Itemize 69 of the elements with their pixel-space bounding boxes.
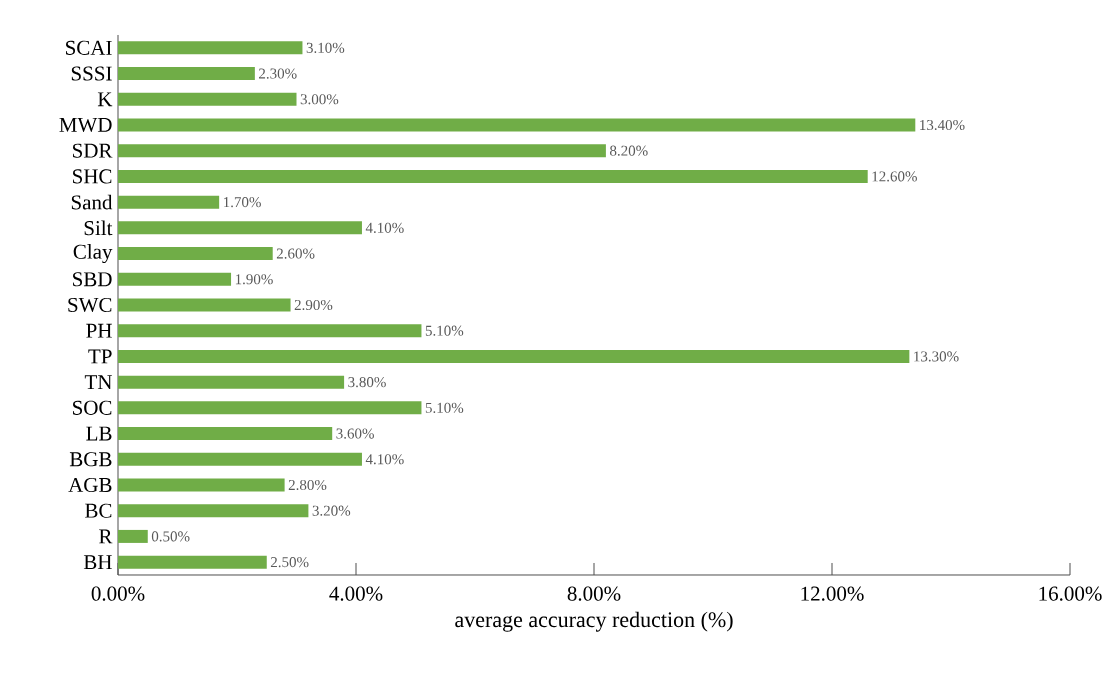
bar <box>118 247 273 261</box>
y-tick-label: BH <box>83 555 112 570</box>
data-label: 13.30% <box>914 351 959 362</box>
bar <box>118 195 220 209</box>
y-tick-label: AGB <box>68 477 112 493</box>
y-tick-label: SDR <box>73 143 113 158</box>
y-tick-label: BC <box>85 503 112 518</box>
bar <box>118 41 303 55</box>
bar <box>118 169 868 183</box>
bar <box>118 427 333 441</box>
bar <box>118 298 291 312</box>
data-label: 12.60% <box>872 171 917 182</box>
bar <box>118 67 255 81</box>
data-label: 3.80% <box>348 377 386 388</box>
x-tick-label: 4.00% <box>329 586 383 601</box>
y-tick-label: SCAI <box>66 40 112 55</box>
y-tick-label: K <box>97 92 113 107</box>
data-label: 2.60% <box>276 248 315 259</box>
data-label: 2.90% <box>294 299 333 311</box>
y-tick-label: Silt <box>84 220 113 236</box>
y-tick-label: TN <box>84 375 112 390</box>
y-tick-label: TP <box>88 349 112 364</box>
y-tick-label: Clay <box>73 244 113 264</box>
data-label: 8.20% <box>610 145 648 156</box>
y-tick-label: R <box>99 529 113 544</box>
bar <box>118 349 910 363</box>
data-label: 3.20% <box>312 505 351 516</box>
data-label: 13.40% <box>920 119 965 131</box>
x-tick-label: 0.00% <box>91 586 145 601</box>
bar <box>118 529 148 543</box>
data-label: 3.60% <box>336 428 374 439</box>
y-tick-label: Sand <box>71 194 113 210</box>
y-tick-label: SOC <box>73 400 112 415</box>
bar <box>118 478 285 492</box>
data-label: 3.10% <box>306 42 345 53</box>
x-tick-label: 12.00% <box>801 586 864 601</box>
bar <box>118 272 232 286</box>
bar <box>118 221 362 235</box>
y-tick-label: BGB <box>69 452 112 467</box>
bar <box>118 401 422 415</box>
bar <box>118 452 362 466</box>
bar <box>118 555 267 569</box>
bar <box>118 324 422 338</box>
data-label: 5.10% <box>425 402 464 413</box>
bar <box>118 375 345 389</box>
data-label: 3.00% <box>300 94 339 105</box>
y-tick-label: SBD <box>73 272 112 287</box>
y-tick-label: SWC <box>68 297 112 313</box>
data-label: 2.80% <box>288 479 327 491</box>
data-label: 4.10% <box>365 454 404 465</box>
y-tick-label: PH <box>86 323 112 338</box>
data-label: 1.70% <box>224 197 261 208</box>
bar <box>118 92 297 106</box>
data-label: 2.50% <box>270 557 309 568</box>
data-label: 0.50% <box>151 531 190 542</box>
data-label: 4.10% <box>365 222 404 233</box>
data-label: 1.90% <box>235 274 273 285</box>
y-tick-label: MWD <box>59 117 112 133</box>
y-tick-label: SHC <box>73 169 112 184</box>
data-label: 5.10% <box>425 325 464 336</box>
bar <box>118 144 606 158</box>
y-tick-label: SSSI <box>71 66 112 81</box>
x-tick-label: 16.00% <box>1039 586 1102 601</box>
y-tick-label: LB <box>86 426 112 441</box>
x-tick-label: 8.00% <box>567 586 621 601</box>
bar <box>118 504 309 518</box>
bar <box>118 118 916 132</box>
x-axis-title: average accuracy reduction (%) <box>455 611 733 632</box>
data-label: 2.30% <box>259 68 297 79</box>
